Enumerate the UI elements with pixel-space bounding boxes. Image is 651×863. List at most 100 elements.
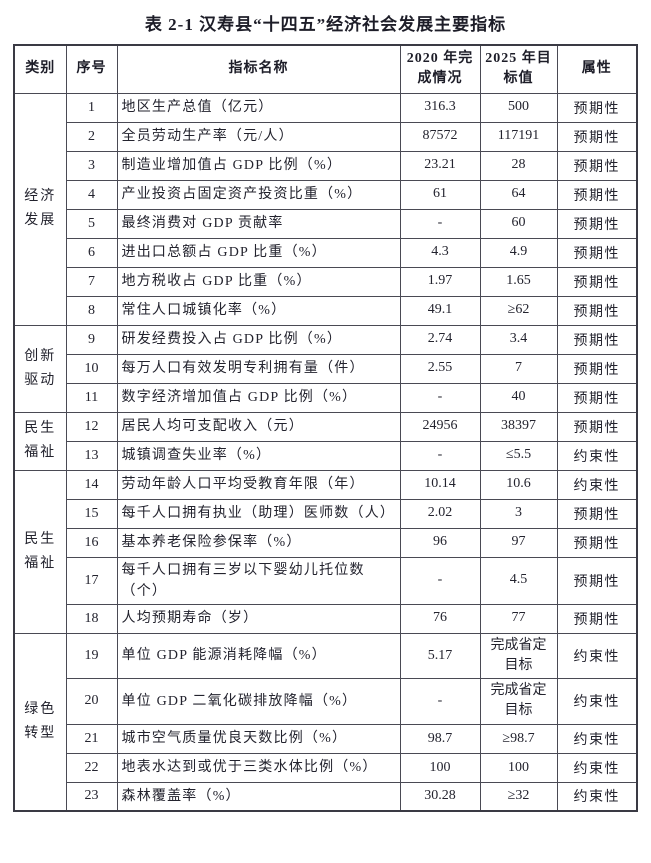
attribute-cell: 预期性	[556, 411, 638, 442]
indicator-name-cell: 森林覆盖率（%）	[116, 781, 401, 812]
attribute-cell: 预期性	[556, 382, 638, 413]
value-2025-cell: 10.6	[479, 469, 558, 500]
value-2025-cell: 7	[479, 353, 558, 384]
value-2020-cell: 61	[399, 179, 481, 210]
value-2025-cell: 4.9	[479, 237, 558, 268]
indicator-row: 2 全员劳动生产率（元/人） 87572 117191 预期性	[14, 121, 638, 152]
header-row: 类别 序号 指标名称 2020 年完 成情况 2025 年目 标值 属性	[13, 44, 638, 94]
indicator-row: 经济 发展 1 地区生产总值（亿元） 316.3 500 预期性	[13, 92, 638, 326]
row-number-cell: 17	[65, 556, 118, 605]
header-indicator-name: 指标名称	[116, 44, 401, 94]
indicator-name-cell: 每千人口拥有执业（助理）医师数（人）	[116, 498, 401, 529]
row-number-cell: 12	[65, 411, 118, 442]
indicator-row: 21 城市空气质量优良天数比例（%） 98.7 ≥98.7 约束性	[14, 723, 638, 754]
indicator-row: 11 数字经济增加值占 GDP 比例（%） - 40 预期性	[14, 382, 638, 413]
row-number-cell: 14	[65, 469, 118, 500]
indicator-row: 8 常住人口城镇化率（%） 49.1 ≥62 预期性	[14, 295, 638, 326]
value-2025-cell: 完成省定 目标	[479, 678, 558, 725]
category-cell-green: 绿色 转型	[13, 632, 67, 812]
value-2025-cell: 77	[479, 603, 558, 634]
indicator-row: 16 基本养老保险参保率（%） 96 97 预期性	[14, 527, 638, 558]
value-2020-cell: -	[399, 208, 481, 239]
value-2025-cell: 38397	[479, 411, 558, 442]
value-2025-cell: 3	[479, 498, 558, 529]
attribute-cell: 预期性	[556, 498, 638, 529]
indicator-row: 3 制造业增加值占 GDP 比例（%） 23.21 28 预期性	[14, 150, 638, 181]
indicator-row: 5 最终消费对 GDP 贡献率 - 60 预期性	[14, 208, 638, 239]
attribute-cell: 约束性	[556, 781, 638, 812]
indicators-table: 类别 序号 指标名称 2020 年完 成情况 2025 年目 标值 属性 经济 …	[13, 44, 638, 813]
row-number-cell: 21	[65, 723, 118, 754]
indicator-name-cell: 制造业增加值占 GDP 比例（%）	[116, 150, 401, 181]
attribute-cell: 预期性	[556, 237, 638, 268]
indicator-name-cell: 城镇调查失业率（%）	[116, 440, 401, 471]
indicator-name-cell: 居民人均可支配收入（元）	[116, 411, 401, 442]
row-number-cell: 22	[65, 752, 118, 783]
value-2025-cell: 100	[479, 752, 558, 783]
row-number-cell: 11	[65, 382, 118, 413]
row-number-cell: 4	[65, 179, 118, 210]
value-2025-cell: 40	[479, 382, 558, 413]
value-2025-cell: 4.5	[479, 556, 558, 605]
value-2025-cell: 3.4	[479, 324, 558, 355]
value-2020-cell: 87572	[399, 121, 481, 152]
value-2025-cell: ≥62	[479, 295, 558, 326]
row-number-cell: 6	[65, 237, 118, 268]
indicator-row: 绿色 转型 19 单位 GDP 能源消耗降幅（%） 5.17 完成省定 目标 约…	[13, 632, 638, 812]
attribute-cell: 预期性	[556, 92, 638, 123]
indicator-name-cell: 最终消费对 GDP 贡献率	[116, 208, 401, 239]
value-2020-cell: 98.7	[399, 723, 481, 754]
indicator-row: 民生 福祉 14 劳动年龄人口平均受教育年限（年） 10.14 10.6 约束性	[13, 469, 638, 634]
value-2025-cell: 117191	[479, 121, 558, 152]
attribute-cell: 预期性	[556, 527, 638, 558]
table-body: 经济 发展 1 地区生产总值（亿元） 316.3 500 预期性 2 全员劳动生…	[13, 92, 638, 812]
category-cell-livelihood-1: 民生 福祉	[13, 411, 67, 471]
value-2020-cell: 2.74	[399, 324, 481, 355]
attribute-cell: 约束性	[556, 440, 638, 471]
value-2020-cell: -	[399, 556, 481, 605]
row-number-cell: 3	[65, 150, 118, 181]
indicator-name-cell: 数字经济增加值占 GDP 比例（%）	[116, 382, 401, 413]
value-2020-cell: -	[399, 678, 481, 725]
value-2025-cell: 500	[479, 92, 558, 123]
table-title: 表 2-1 汉寿县“十四五”经济社会发展主要指标	[144, 15, 507, 34]
indicator-row: 6 进出口总额占 GDP 比重（%） 4.3 4.9 预期性	[14, 237, 638, 268]
attribute-cell: 约束性	[556, 752, 638, 783]
value-2020-cell: 316.3	[399, 92, 481, 123]
value-2020-cell: 76	[399, 603, 481, 634]
attribute-cell: 预期性	[556, 266, 638, 297]
indicator-name-cell: 城市空气质量优良天数比例（%）	[116, 723, 401, 754]
indicator-row: 民生 福祉 12 居民人均可支配收入（元） 24956 38397 预期性	[13, 411, 638, 471]
indicator-row: 7 地方税收占 GDP 比重（%） 1.97 1.65 预期性	[14, 266, 638, 297]
attribute-cell: 预期性	[556, 208, 638, 239]
value-2020-cell: 24956	[399, 411, 481, 442]
value-2020-cell: 2.02	[399, 498, 481, 529]
indicator-name-cell: 产业投资占固定资产投资比重（%）	[116, 179, 401, 210]
indicator-name-cell: 基本养老保险参保率（%）	[116, 527, 401, 558]
value-2020-cell: 100	[399, 752, 481, 783]
value-2025-cell: 60	[479, 208, 558, 239]
row-number-cell: 16	[65, 527, 118, 558]
value-2020-cell: 4.3	[399, 237, 481, 268]
header-2020: 2020 年完 成情况	[399, 44, 481, 94]
indicator-name-cell: 单位 GDP 能源消耗降幅（%）	[116, 632, 401, 680]
row-number-cell: 2	[65, 121, 118, 152]
indicator-row: 10 每万人口有效发明专利拥有量（件） 2.55 7 预期性	[14, 353, 638, 384]
value-2020-cell: 1.97	[399, 266, 481, 297]
value-2020-cell: 96	[399, 527, 481, 558]
attribute-cell: 预期性	[556, 121, 638, 152]
header-no: 序号	[65, 44, 118, 94]
indicator-name-cell: 进出口总额占 GDP 比重（%）	[116, 237, 401, 268]
table-header: 类别 序号 指标名称 2020 年完 成情况 2025 年目 标值 属性	[13, 44, 638, 94]
attribute-cell: 约束性	[556, 723, 638, 754]
indicator-name-cell: 每万人口有效发明专利拥有量（件）	[116, 353, 401, 384]
value-2020-cell: 5.17	[399, 632, 481, 680]
indicator-name-cell: 每千人口拥有三岁以下婴幼儿托位数 （个）	[116, 556, 401, 605]
row-number-cell: 1	[65, 92, 118, 123]
value-2025-cell: 完成省定 目标	[479, 632, 558, 680]
attribute-cell: 预期性	[556, 295, 638, 326]
category-cell-economy: 经济 发展	[13, 92, 67, 326]
indicator-name-cell: 单位 GDP 二氧化碳排放降幅（%）	[116, 678, 401, 725]
value-2025-cell: 97	[479, 527, 558, 558]
